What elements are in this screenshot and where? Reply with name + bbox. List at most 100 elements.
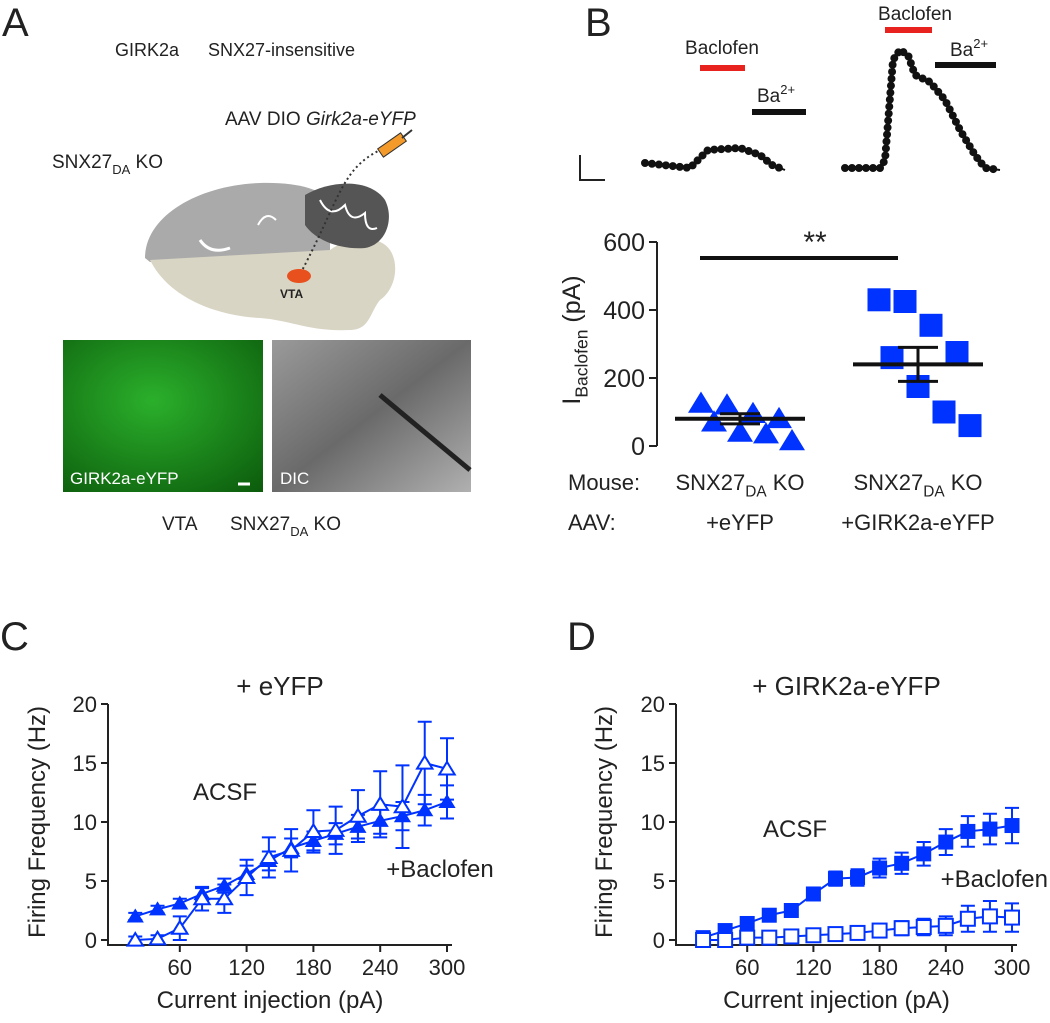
y-tick-label: 10	[73, 810, 97, 835]
marker	[850, 869, 866, 885]
marker	[370, 795, 390, 811]
property: SNX27-insensitive	[208, 40, 355, 60]
marker	[281, 841, 301, 857]
marker	[783, 928, 800, 945]
marker	[695, 932, 712, 948]
x-axis-label: Current injection (pA)	[723, 987, 950, 1014]
y-tick-label: 0	[631, 433, 645, 461]
marker	[714, 393, 740, 415]
marker	[960, 823, 976, 839]
annotation: ACSF	[193, 779, 257, 806]
label-rest: KO	[767, 470, 805, 495]
label-rest: (pA)	[558, 275, 586, 329]
axis	[107, 704, 452, 946]
marker	[872, 860, 888, 876]
marker	[701, 410, 727, 432]
marker	[125, 931, 145, 947]
rich-label: SNX27DA KO	[675, 470, 804, 501]
sem-bar	[720, 412, 760, 426]
label-sub: Baclofen	[572, 330, 592, 398]
y-tick-label: 0	[653, 928, 665, 953]
marker	[893, 920, 910, 937]
virus-prefix: AAV DIO	[225, 109, 306, 130]
marker	[783, 903, 799, 918]
dic-image	[272, 340, 471, 492]
x-tick-label: 240	[927, 955, 964, 980]
marker	[982, 821, 998, 837]
blocker-label: Ba2+	[950, 36, 988, 61]
panel-letter: D	[567, 615, 596, 659]
marker	[937, 917, 954, 934]
x-tick-label: 60	[168, 955, 192, 980]
significance: **	[803, 226, 827, 259]
marker	[805, 886, 821, 902]
marker	[761, 929, 778, 946]
marker	[871, 922, 888, 939]
marker	[416, 802, 434, 817]
x-tick-label: 180	[295, 955, 332, 980]
marker	[915, 919, 932, 936]
marker	[348, 807, 368, 823]
marker	[148, 929, 168, 946]
marker	[438, 793, 456, 809]
marker	[893, 290, 917, 313]
panel-letter: B	[585, 1, 612, 45]
marker	[849, 924, 866, 941]
marker	[827, 871, 843, 887]
y-tick-label: 400	[603, 297, 645, 325]
marker	[727, 420, 753, 442]
marker	[867, 288, 891, 312]
label-main: I	[558, 398, 586, 405]
chart-title: + GIRK2a-eYFP	[752, 671, 941, 701]
blocker-label: Ba2+	[757, 82, 795, 107]
x-tick-label: 120	[228, 955, 265, 980]
t: DA	[112, 162, 130, 177]
sem-bar	[898, 345, 938, 383]
marker	[739, 929, 756, 946]
y-tick-label: 15	[73, 751, 97, 776]
panel-letter: C	[0, 615, 29, 659]
marker	[717, 932, 734, 948]
marker	[303, 822, 323, 839]
label-sub: DA	[923, 484, 945, 501]
marker	[739, 915, 755, 931]
scale-bar	[579, 155, 605, 181]
drug-label: Baclofen	[878, 4, 952, 25]
x-tick-label: 60	[735, 955, 759, 980]
marker	[981, 908, 998, 925]
marker	[192, 889, 212, 906]
marker	[916, 846, 932, 862]
marker	[1004, 818, 1020, 834]
mouse-label: SNX27DA KO	[52, 152, 163, 177]
panel-letter: A	[2, 1, 29, 45]
marker	[126, 908, 144, 923]
t: Ba	[757, 86, 781, 107]
t: DA	[290, 524, 308, 539]
t: 2+	[973, 36, 988, 51]
marker	[170, 919, 190, 935]
marker	[326, 821, 346, 837]
y-axis-label: Firing Frequency (Hz)	[24, 706, 51, 938]
y-tick-label: 20	[73, 692, 97, 717]
x-tick-label: 180	[861, 955, 898, 980]
drug-label: Baclofen	[685, 38, 759, 59]
axis	[675, 704, 1017, 946]
marker	[932, 400, 956, 424]
row-label: AAV:	[568, 510, 616, 535]
t: 2+	[780, 82, 795, 97]
label-main: SNX27	[675, 470, 745, 495]
marker	[827, 926, 844, 943]
marker	[919, 313, 943, 337]
t: SNX27	[52, 152, 112, 173]
image-label: DIC	[280, 469, 309, 488]
y-tick-label: 10	[641, 810, 665, 835]
caption-region: VTA	[162, 514, 198, 535]
marker	[958, 414, 982, 438]
marker	[761, 907, 777, 923]
rich-label: IBaclofen (pA)	[558, 275, 592, 404]
annotation: +Baclofen	[941, 866, 1048, 893]
region: VTA	[280, 287, 303, 301]
marker	[805, 927, 822, 944]
caption-mouse: SNX27DA KO	[230, 514, 341, 539]
